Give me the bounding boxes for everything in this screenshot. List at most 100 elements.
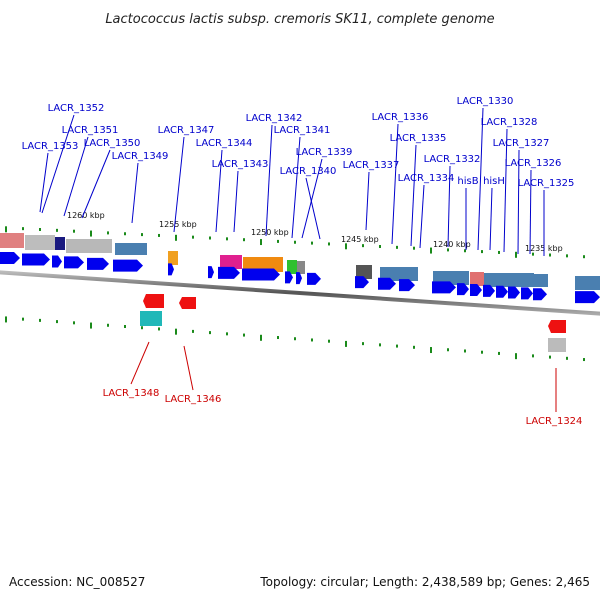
- gene-box-green[interactable]: [287, 260, 297, 274]
- forward-gene-label[interactable]: LACR_1342: [246, 113, 303, 124]
- forward-gene-label[interactable]: LACR_1325: [518, 178, 575, 189]
- forward-gene-label[interactable]: LACR_1332: [424, 154, 481, 165]
- forward-gene-arrow[interactable]: [0, 252, 20, 264]
- forward-gene-arrow[interactable]: [378, 277, 396, 290]
- label-leader-line: [63, 136, 89, 217]
- gene-box-grey-small[interactable]: [297, 261, 305, 274]
- forward-gene-label[interactable]: LACR_1341: [274, 125, 331, 136]
- forward-gene-arrow[interactable]: [296, 272, 302, 285]
- gene-box-steelblue[interactable]: [115, 243, 147, 255]
- forward-gene-label[interactable]: hisH: [483, 176, 505, 187]
- forward-gene-labels: LACR_1352 LACR_1351 LACR_1353 LACR_1350 LACR…: [22, 96, 575, 256]
- gene-box-salmon[interactable]: [470, 272, 484, 286]
- forward-gene-arrow[interactable]: [533, 288, 547, 301]
- reverse-gene-arrow[interactable]: [179, 297, 196, 309]
- forward-gene-arrow[interactable]: [575, 291, 600, 304]
- accession-text: Accession: NC_008527: [9, 575, 145, 589]
- reverse-gene-box-grey[interactable]: [548, 338, 566, 352]
- label-leader-line: [305, 177, 321, 240]
- forward-gene-arrow[interactable]: [399, 279, 415, 292]
- forward-gene-arrow[interactable]: [457, 283, 469, 296]
- forward-gene-arrow[interactable]: [218, 266, 240, 279]
- reverse-gene-arrow[interactable]: [143, 294, 164, 308]
- gene-box-darkgrey[interactable]: [356, 265, 372, 279]
- forward-gene-label[interactable]: LACR_1347: [158, 125, 215, 136]
- forward-gene-arrow[interactable]: [87, 257, 109, 270]
- label-leader-line: [447, 165, 451, 248]
- scale-label: 1245 kbp: [341, 235, 379, 244]
- forward-gene-label[interactable]: LACR_1337: [343, 160, 400, 171]
- reverse-gene-label[interactable]: LACR_1346: [165, 394, 222, 405]
- label-leader-line: [503, 128, 508, 253]
- forward-gene-arrow[interactable]: [470, 283, 482, 296]
- forward-gene-label[interactable]: LACR_1350: [84, 138, 141, 149]
- forward-gene-label[interactable]: LACR_1326: [505, 158, 562, 169]
- label-leader-line: [365, 171, 370, 231]
- gene-box-orange[interactable]: [243, 257, 283, 272]
- forward-gene-label[interactable]: LACR_1353: [22, 141, 79, 152]
- gene-box-grey[interactable]: [25, 235, 55, 250]
- label-leader-line: [391, 123, 399, 245]
- forward-gene-arrow[interactable]: [355, 276, 369, 289]
- forward-gene-arrow[interactable]: [432, 281, 456, 294]
- forward-gene-arrow[interactable]: [242, 268, 280, 281]
- forward-gene-label[interactable]: LACR_1340: [280, 166, 337, 177]
- scale-label: 1250 kbp: [251, 228, 289, 237]
- scale-label: 1240 kbp: [433, 240, 471, 249]
- gene-box-steelblue[interactable]: [575, 276, 600, 290]
- label-leader-line: [41, 114, 75, 214]
- forward-gene-arrow[interactable]: [168, 263, 174, 276]
- reverse-gene-arrow[interactable]: [548, 320, 566, 333]
- forward-gene-label[interactable]: LACR_1352: [48, 103, 105, 114]
- label-leader-line: [489, 187, 493, 251]
- gene-box-orange-small[interactable]: [168, 251, 178, 265]
- label-leader-line: [183, 345, 194, 391]
- forward-gene-arrow[interactable]: [496, 285, 508, 298]
- reverse-gene-labels: LACR_1348 LACR_1346 LACR_1324: [103, 341, 583, 427]
- forward-gene-label[interactable]: LACR_1334: [398, 173, 455, 184]
- label-leader-line: [81, 149, 111, 219]
- gene-box-magenta[interactable]: [220, 255, 242, 269]
- label-leader-line: [291, 136, 301, 239]
- forward-gene-arrow[interactable]: [64, 256, 84, 269]
- forward-gene-label[interactable]: hisB: [457, 176, 478, 187]
- forward-gene-arrow[interactable]: [285, 271, 293, 284]
- gene-box-steelblue[interactable]: [534, 274, 548, 287]
- forward-gene-label[interactable]: LACR_1349: [112, 151, 169, 162]
- reverse-gene-label[interactable]: LACR_1348: [103, 388, 160, 399]
- label-leader-line: [215, 149, 223, 233]
- forward-gene-label[interactable]: LACR_1351: [62, 125, 119, 136]
- label-leader-line: [517, 149, 520, 255]
- gene-box-steelblue[interactable]: [380, 267, 418, 281]
- forward-gene-label[interactable]: LACR_1344: [196, 138, 253, 149]
- forward-gene-arrow[interactable]: [208, 266, 214, 279]
- forward-gene-arrow[interactable]: [113, 259, 143, 272]
- gene-box-steelblue[interactable]: [484, 273, 534, 287]
- forward-gene-label[interactable]: LACR_1335: [390, 133, 447, 144]
- label-leader-line: [130, 341, 150, 385]
- topology-text: Topology: circular; Length: 2,438,589 bp…: [259, 575, 590, 589]
- forward-gene-arrow[interactable]: [483, 284, 495, 297]
- forward-gene-label[interactable]: LACR_1339: [296, 147, 353, 158]
- forward-gene-label[interactable]: LACR_1327: [493, 138, 550, 149]
- label-leader-line: [265, 124, 273, 237]
- reverse-gene-label[interactable]: LACR_1324: [526, 416, 583, 427]
- forward-gene-label[interactable]: LACR_1336: [372, 112, 429, 123]
- label-leader-line: [529, 169, 532, 255]
- gene-box-navy[interactable]: [55, 237, 65, 250]
- forward-gene-label[interactable]: LACR_1343: [212, 159, 269, 170]
- label-leader-line: [39, 152, 49, 213]
- gene-box-salmon[interactable]: [0, 233, 24, 248]
- forward-gene-arrow[interactable]: [52, 255, 62, 268]
- forward-gene-arrow[interactable]: [307, 272, 321, 285]
- forward-gene-arrow[interactable]: [508, 286, 520, 299]
- forward-gene-label[interactable]: LACR_1330: [457, 96, 514, 107]
- forward-gene-arrow[interactable]: [521, 287, 533, 300]
- genome-backbone: [0, 270, 600, 316]
- forward-gene-arrow[interactable]: [22, 253, 50, 266]
- reverse-gene-box-cyan[interactable]: [140, 311, 162, 326]
- position-ticks: [5, 226, 585, 362]
- forward-gene-label[interactable]: LACR_1328: [481, 117, 538, 128]
- label-leader-line: [410, 144, 417, 247]
- gene-box-grey[interactable]: [66, 239, 112, 253]
